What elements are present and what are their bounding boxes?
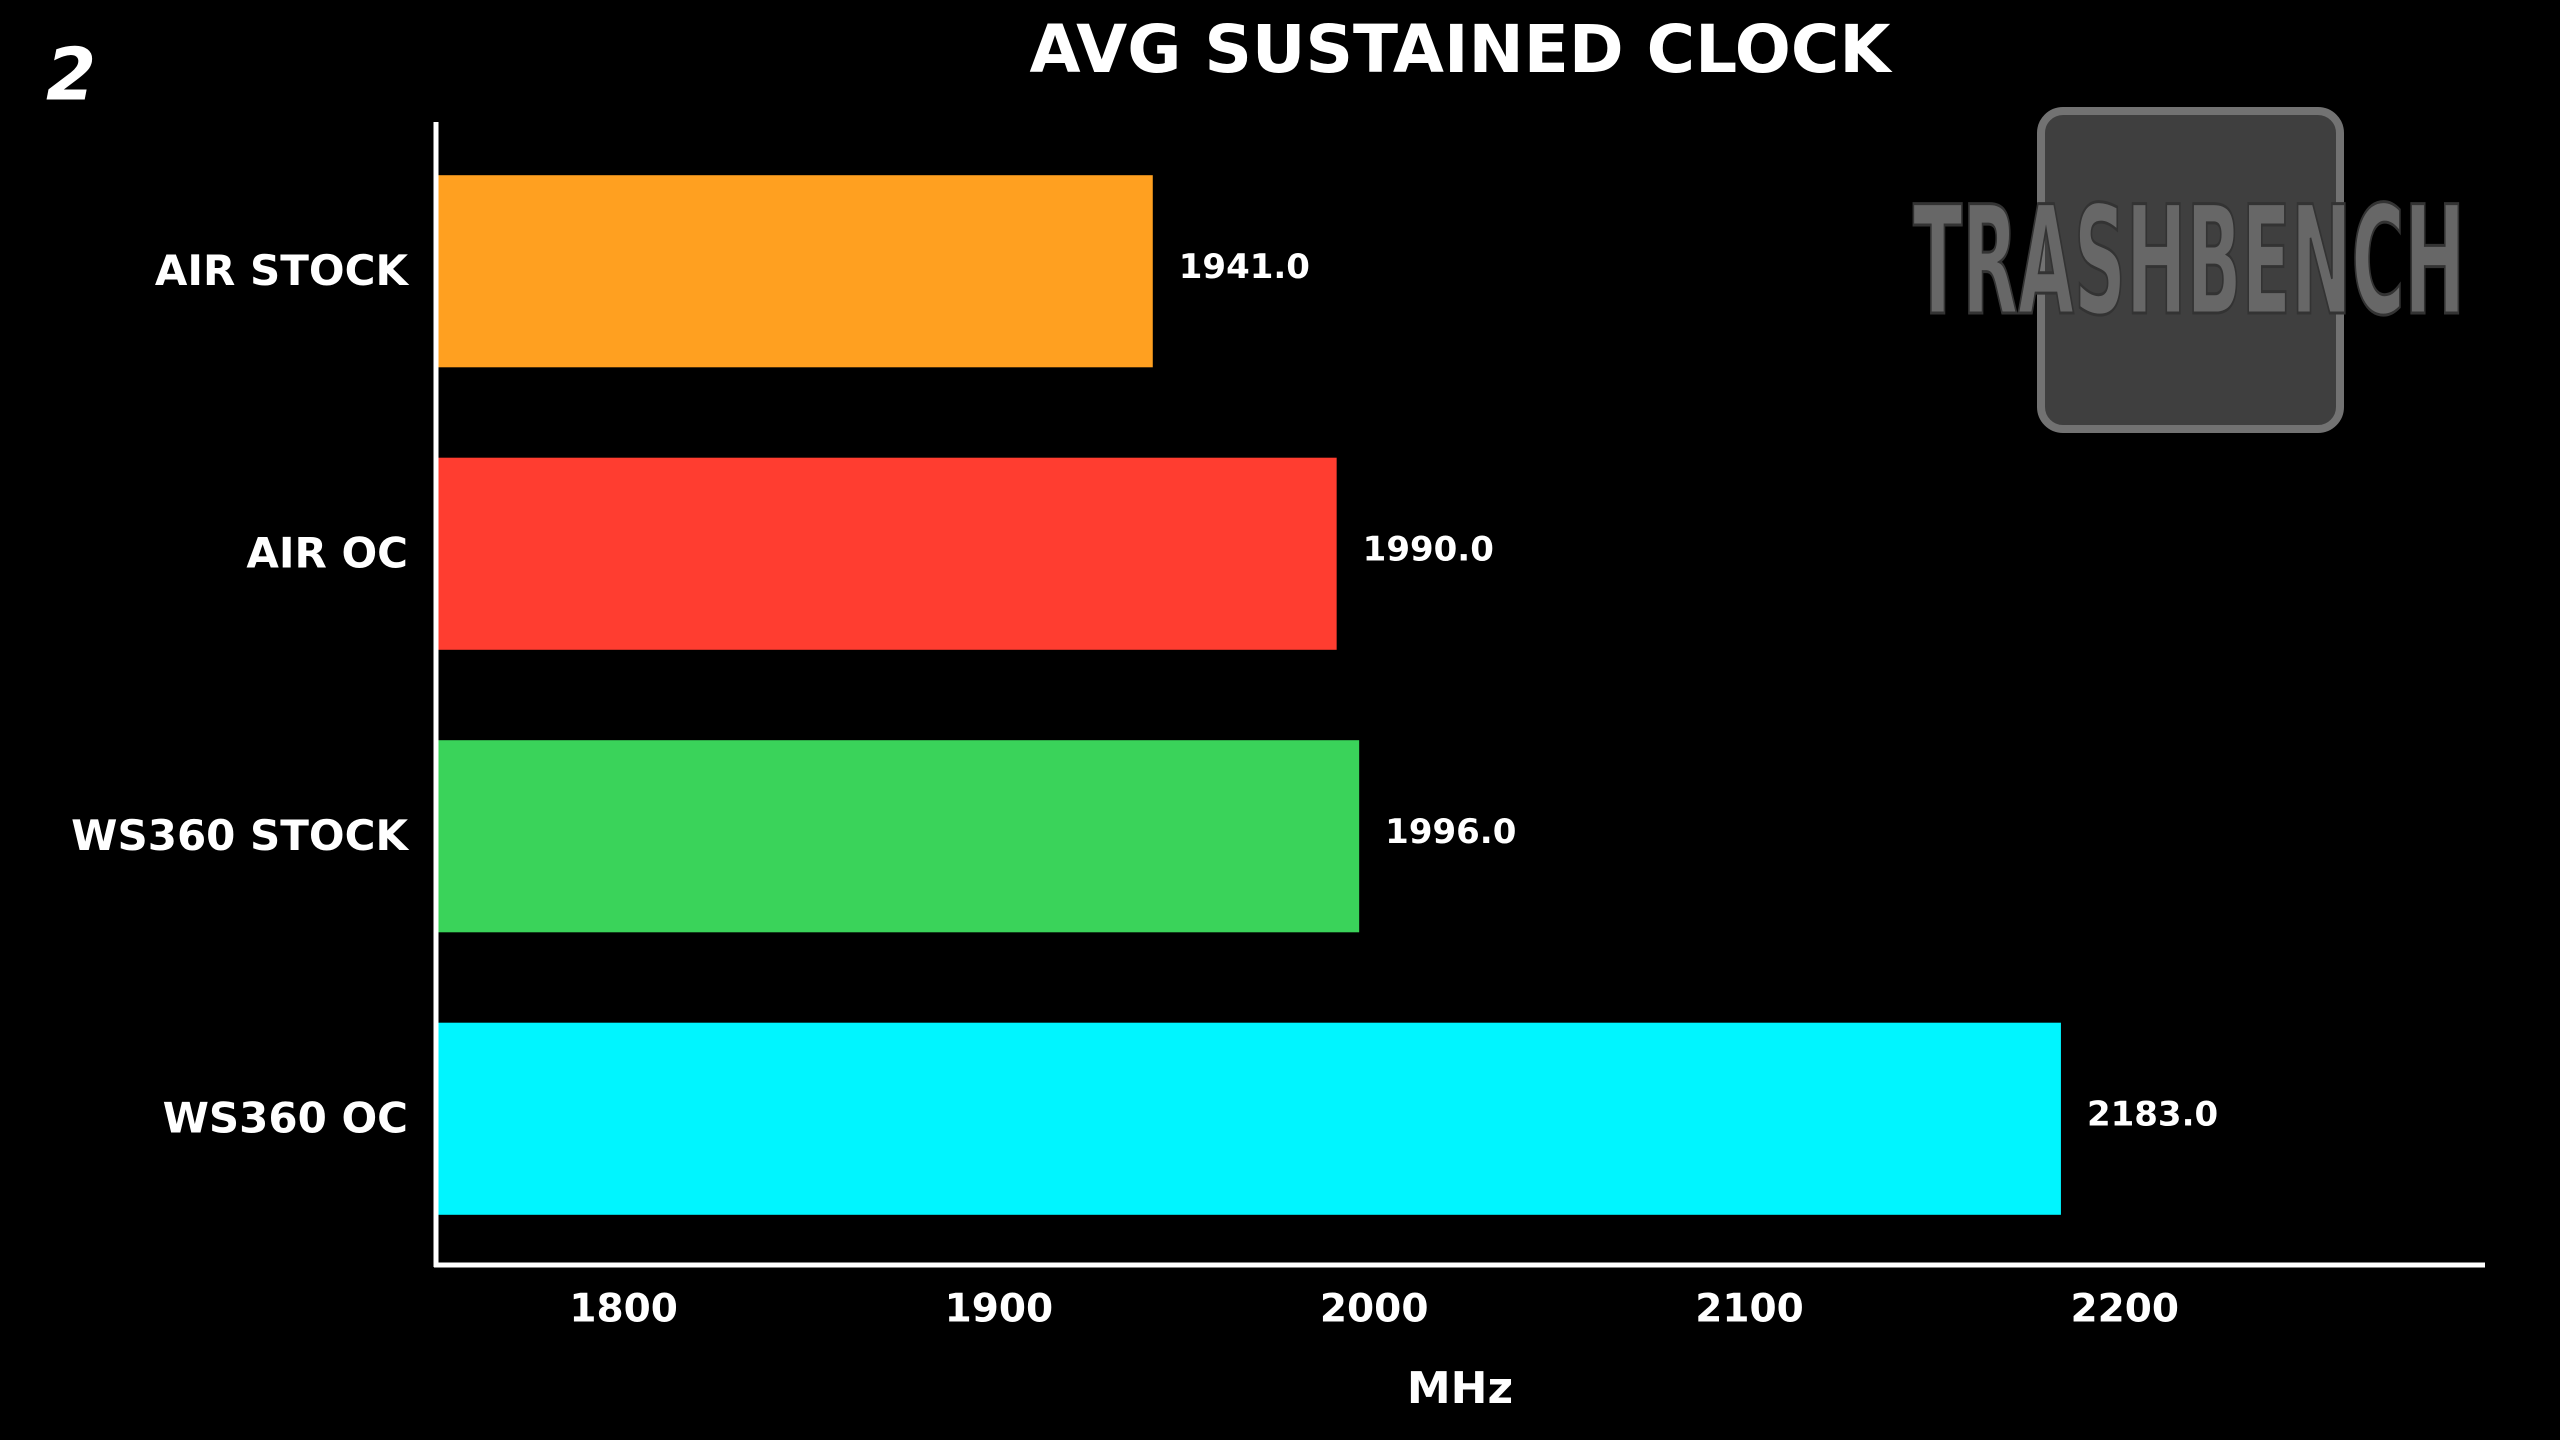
bar — [436, 457, 1337, 650]
x-axis-label: MHz — [1407, 1363, 1513, 1414]
y-tick-label: AIR OC — [246, 528, 408, 577]
corner-label: 2 — [46, 33, 96, 117]
chart-title: AVG SUSTAINED CLOCK — [1030, 11, 1894, 88]
value-label: 2183.0 — [2087, 1094, 2218, 1134]
value-label: 1996.0 — [1385, 812, 1516, 852]
y-tick-label: AIR STOCK — [155, 246, 410, 295]
value-label: 1941.0 — [1179, 247, 1310, 287]
bar — [436, 740, 1360, 933]
bar — [436, 175, 1153, 368]
x-tick-label: 2000 — [1320, 1287, 1429, 1332]
x-tick-label: 2100 — [1695, 1287, 1804, 1332]
logo-frame — [2037, 107, 2344, 433]
logo-text: TRASHBENCH — [1913, 175, 2465, 349]
watermark-logo: TRASHBENCH — [1912, 107, 2467, 433]
bar — [436, 1022, 2061, 1215]
y-tick-label: WS360 STOCK — [71, 811, 409, 860]
x-tick-label: 2200 — [2070, 1287, 2179, 1332]
value-label: 1990.0 — [1363, 529, 1494, 569]
x-tick-label: 1900 — [945, 1287, 1054, 1332]
y-tick-label: WS360 OC — [163, 1093, 408, 1142]
x-tick-label: 1800 — [569, 1287, 678, 1332]
